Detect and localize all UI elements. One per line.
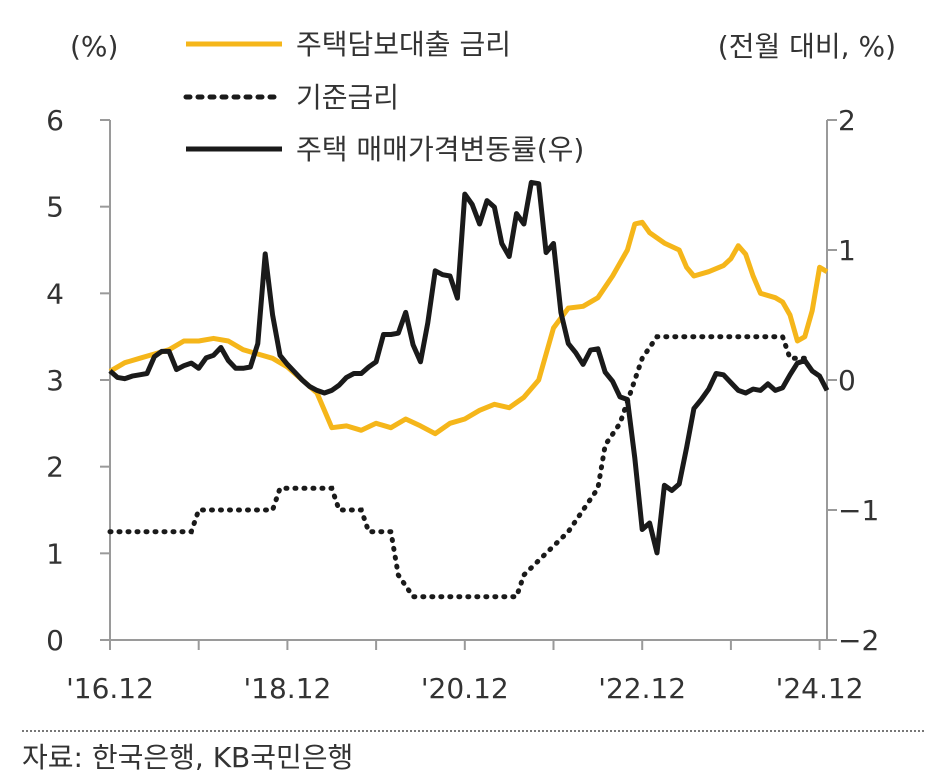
left-tick-label: 4 xyxy=(46,277,64,310)
series-mortgage-rate-line xyxy=(108,219,829,437)
legend-label-base-rate: 기준금리 xyxy=(296,81,399,114)
legend-label-price: 주택 매매가격변동률(우) xyxy=(296,133,584,166)
x-tick-label: '22.12 xyxy=(598,672,686,705)
right-tick-label: −1 xyxy=(838,494,879,527)
series-price-change-line xyxy=(108,179,830,556)
left-tick-label: 5 xyxy=(46,191,64,224)
x-tick-label: '18.12 xyxy=(243,672,331,705)
left-axis-unit: (%) xyxy=(70,30,118,63)
left-tick-label: 2 xyxy=(46,451,64,484)
legend: 주택담보대출 금리 기준금리 주택 매매가격변동률(우) xyxy=(183,28,584,166)
left-tick-label: 6 xyxy=(46,104,64,137)
x-tick-label: '24.12 xyxy=(776,672,864,705)
legend-label-mortgage: 주택담보대출 금리 xyxy=(296,28,511,61)
right-tick-label: 1 xyxy=(838,234,856,267)
left-tick-label: 0 xyxy=(46,624,64,657)
source-note: 자료: 한국은행, KB국민은행 xyxy=(22,741,354,774)
left-tick-label: 1 xyxy=(46,537,64,570)
right-tick-label: 0 xyxy=(838,364,856,397)
right-axis-unit: (전월 대비, %) xyxy=(718,30,896,63)
right-tick-label: −2 xyxy=(838,624,879,657)
series-layer xyxy=(107,179,830,600)
series-base-rate-line xyxy=(107,334,808,600)
right-tick-label: 2 xyxy=(838,104,856,137)
x-tick-label: '20.12 xyxy=(421,672,509,705)
x-tick-label: '16.12 xyxy=(66,672,154,705)
left-tick-label: 3 xyxy=(46,364,64,397)
axes: 0 1 2 3 4 5 6 −2 −1 0 1 2 '16.12 '18.12 '20.12 '22.12 '2… xyxy=(46,104,879,705)
source-separator xyxy=(22,730,924,732)
